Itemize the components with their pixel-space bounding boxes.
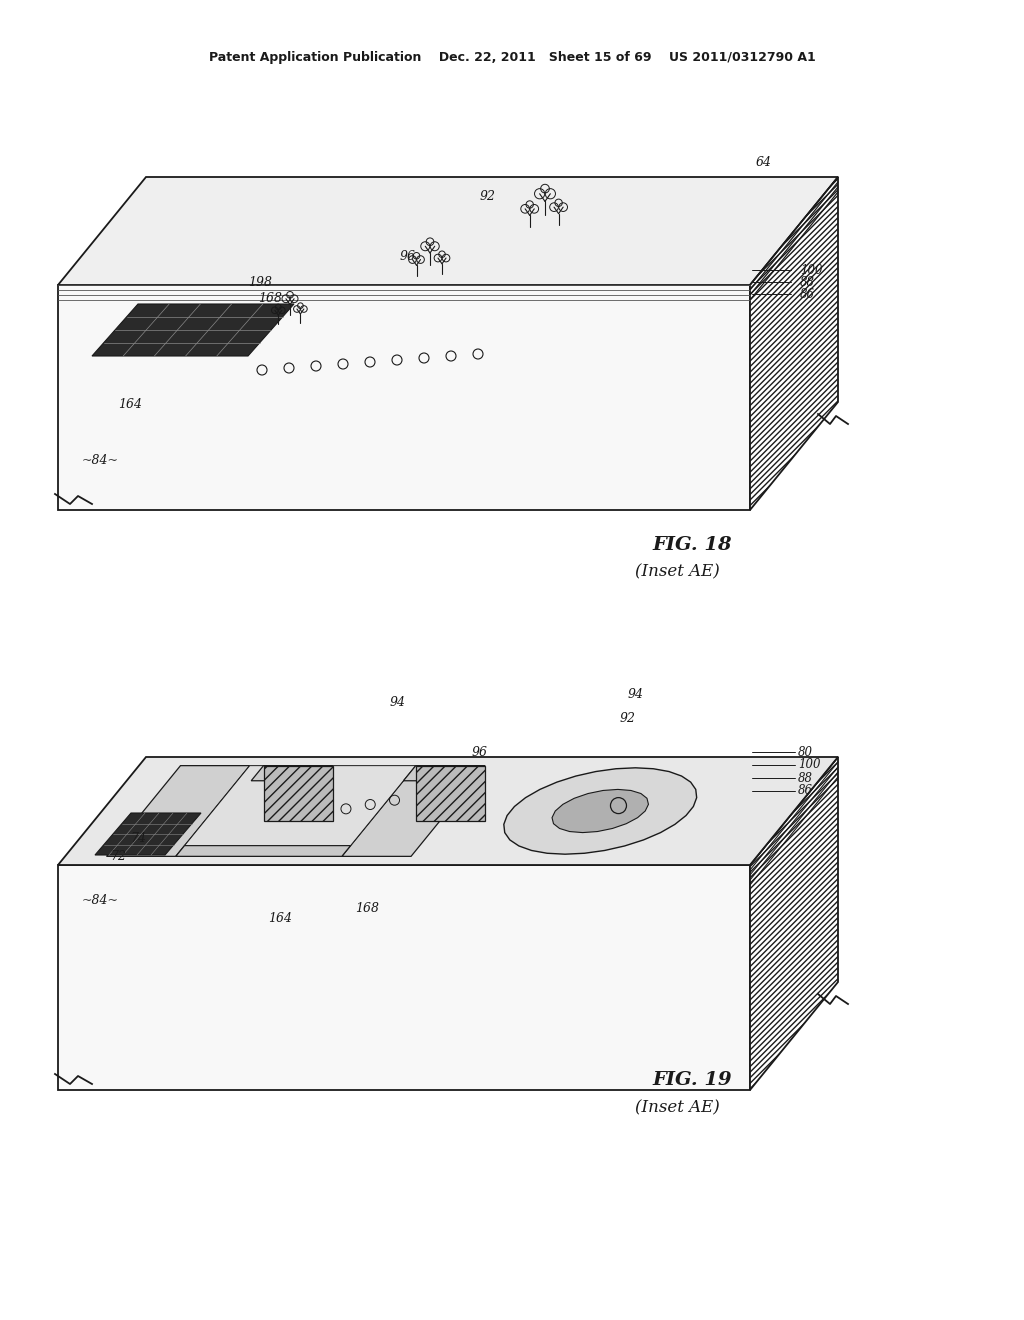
Text: 100: 100	[798, 759, 820, 771]
Polygon shape	[58, 756, 838, 865]
Text: 74: 74	[130, 832, 146, 845]
Text: ~84~: ~84~	[82, 894, 119, 907]
Text: 198: 198	[248, 276, 272, 289]
Text: 88: 88	[800, 276, 815, 289]
Text: 94: 94	[390, 696, 406, 709]
Polygon shape	[92, 304, 294, 356]
Text: FIG. 19: FIG. 19	[652, 1071, 731, 1089]
Text: 96: 96	[400, 249, 416, 263]
Text: 100: 100	[800, 264, 822, 276]
Polygon shape	[263, 766, 333, 821]
Polygon shape	[58, 177, 838, 285]
Text: 64: 64	[756, 156, 772, 169]
Polygon shape	[106, 766, 250, 857]
Polygon shape	[342, 766, 485, 857]
Text: (Inset AE): (Inset AE)	[635, 564, 720, 581]
Text: FIG. 18: FIG. 18	[652, 536, 731, 554]
Polygon shape	[58, 285, 750, 510]
Polygon shape	[184, 766, 416, 846]
Polygon shape	[750, 756, 838, 1090]
Text: 80: 80	[798, 746, 813, 759]
Polygon shape	[95, 813, 201, 855]
Text: ~84~: ~84~	[82, 454, 119, 466]
Text: 164: 164	[268, 912, 292, 924]
Text: 96: 96	[472, 746, 488, 759]
Text: 92: 92	[480, 190, 496, 202]
Text: 72: 72	[110, 850, 126, 862]
Text: 168: 168	[355, 902, 379, 915]
Text: 164: 164	[118, 399, 142, 412]
Polygon shape	[504, 768, 696, 854]
Polygon shape	[251, 766, 333, 780]
Polygon shape	[403, 766, 485, 780]
Text: 94: 94	[628, 689, 644, 701]
Text: Patent Application Publication    Dec. 22, 2011   Sheet 15 of 69    US 2011/0312: Patent Application Publication Dec. 22, …	[209, 51, 815, 65]
Polygon shape	[176, 846, 350, 857]
Text: 168: 168	[258, 292, 282, 305]
Polygon shape	[58, 865, 750, 1090]
Text: 86: 86	[800, 288, 815, 301]
Polygon shape	[416, 766, 485, 821]
Polygon shape	[552, 789, 648, 833]
Polygon shape	[750, 177, 838, 510]
Text: 86: 86	[798, 784, 813, 797]
Text: (Inset AE): (Inset AE)	[635, 1100, 720, 1117]
Text: 92: 92	[620, 711, 636, 725]
Text: 88: 88	[798, 771, 813, 784]
